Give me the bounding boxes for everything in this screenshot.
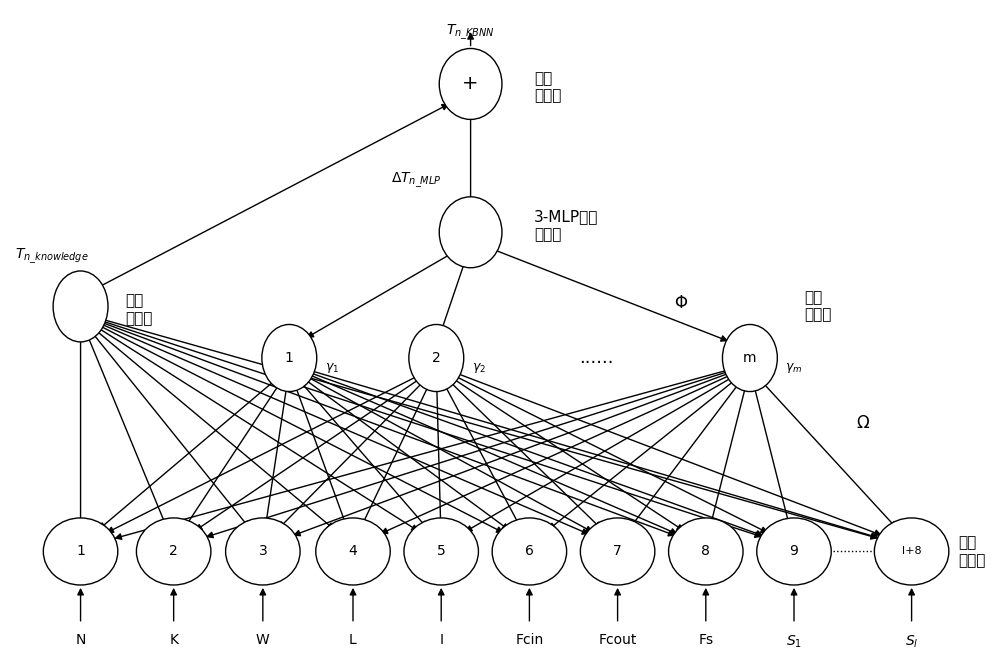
Text: 1: 1 [76,544,85,559]
Ellipse shape [757,518,831,585]
Ellipse shape [136,518,211,585]
Text: $T_{n\_knowledge}$: $T_{n\_knowledge}$ [15,246,89,266]
Text: I: I [439,634,443,647]
Text: L: L [349,634,357,647]
Ellipse shape [404,518,478,585]
Text: $T_{n\_KBNN}$: $T_{n\_KBNN}$ [446,23,495,42]
Text: $S_l$: $S_l$ [905,634,918,649]
Ellipse shape [43,518,118,585]
Text: 6: 6 [525,544,534,559]
Text: N: N [75,634,86,647]
Text: l+8: l+8 [902,547,921,557]
Ellipse shape [439,49,502,120]
Text: 8: 8 [701,544,710,559]
Text: 隐藏
神经元: 隐藏 神经元 [804,290,831,322]
Text: 输出
神经元: 输出 神经元 [534,71,562,103]
Ellipse shape [669,518,743,585]
Text: 7: 7 [613,544,622,559]
Text: $S_1$: $S_1$ [786,634,802,649]
Text: 3-MLP输出
神经元: 3-MLP输出 神经元 [534,210,599,242]
Text: 输入
神经元: 输入 神经元 [959,535,986,568]
Text: m: m [743,351,757,365]
Text: $\gamma_1$: $\gamma_1$ [325,361,339,374]
Ellipse shape [409,324,464,392]
Text: $\Delta T_{n\_MLP}$: $\Delta T_{n\_MLP}$ [391,171,442,190]
Text: Fcout: Fcout [598,634,637,647]
Text: 2: 2 [432,351,441,365]
Ellipse shape [439,197,502,268]
Text: Fcin: Fcin [515,634,544,647]
Ellipse shape [874,518,949,585]
Text: ......: ...... [579,349,613,367]
Ellipse shape [226,518,300,585]
Text: 3: 3 [258,544,267,559]
Ellipse shape [53,271,108,342]
Ellipse shape [262,324,317,392]
Text: 5: 5 [437,544,446,559]
Ellipse shape [580,518,655,585]
Text: 知识
神经元: 知识 神经元 [126,293,153,326]
Text: +: + [462,74,479,93]
Ellipse shape [722,324,777,392]
Text: 2: 2 [169,544,178,559]
Text: K: K [169,634,178,647]
Text: W: W [256,634,270,647]
Ellipse shape [316,518,390,585]
Text: 1: 1 [285,351,294,365]
Text: 4: 4 [349,544,357,559]
Text: $\Omega$: $\Omega$ [856,413,870,432]
Text: $\gamma_m$: $\gamma_m$ [785,361,802,374]
Ellipse shape [492,518,567,585]
Text: $\Phi$: $\Phi$ [674,294,688,312]
Text: 9: 9 [790,544,798,559]
Text: $\gamma_2$: $\gamma_2$ [472,361,486,374]
Text: Fs: Fs [698,634,713,647]
